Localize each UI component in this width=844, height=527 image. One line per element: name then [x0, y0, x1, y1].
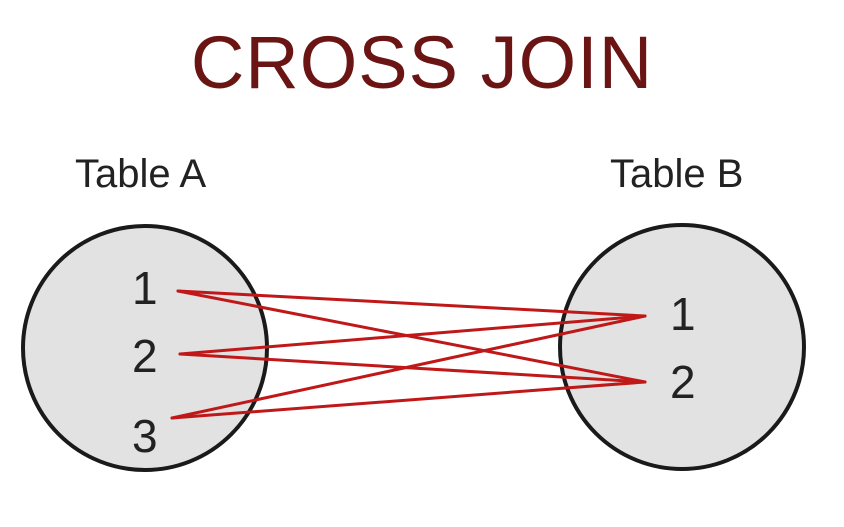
table-b-row-2: 2	[670, 356, 696, 408]
table-a-row-1: 1	[132, 262, 158, 314]
table-a-label: Table A	[75, 152, 207, 196]
diagram-title: CROSS JOIN	[190, 21, 654, 104]
connector-a3-b2	[170, 380, 647, 420]
table-b-circle	[558, 223, 806, 471]
connector-a3-b1	[170, 314, 647, 420]
table-b-label: Table B	[610, 152, 744, 196]
table-a-row-2: 2	[132, 330, 158, 382]
connector-lines	[170, 289, 647, 420]
table-a-row-3: 3	[132, 410, 158, 462]
connector-a2-b2	[178, 352, 647, 384]
connector-a1-b1	[176, 289, 647, 318]
connector-a2-b1	[178, 314, 647, 356]
table-b-row-1: 1	[670, 288, 696, 340]
